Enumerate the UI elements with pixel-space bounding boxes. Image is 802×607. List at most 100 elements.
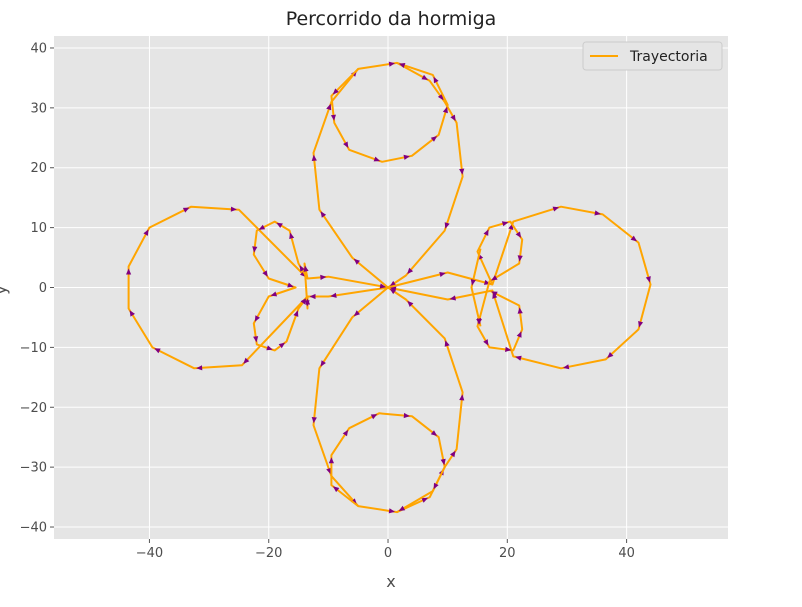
direction-arrow: [129, 310, 135, 317]
direction-arrow: [645, 276, 651, 283]
direction-arrow: [607, 352, 614, 358]
direction-arrow: [388, 61, 395, 67]
direction-arrow: [407, 267, 414, 274]
direction-arrow: [483, 229, 489, 236]
trajectory-line: [312, 286, 464, 514]
direction-arrow: [501, 221, 509, 227]
direction-arrow: [439, 272, 446, 277]
direction-arrow: [449, 295, 456, 301]
direction-arrow: [258, 224, 266, 230]
direction-arrow: [326, 103, 332, 111]
direction-arrow: [304, 298, 311, 305]
direction-arrow: [276, 222, 283, 228]
direction-arrow: [299, 265, 305, 272]
legend-box: [582, 41, 723, 71]
direction-arrow: [243, 357, 250, 364]
direction-arrow: [154, 348, 161, 354]
direction-arrow: [444, 222, 450, 229]
y-tick-label: 20: [30, 161, 47, 176]
y-tick-label: −40: [20, 521, 47, 536]
direction-arrow: [459, 168, 465, 175]
trajectory-line: [476, 220, 524, 352]
direction-arrow: [311, 154, 317, 161]
direction-arrow: [398, 505, 406, 511]
y-tick-label: 40: [30, 41, 47, 56]
direction-arrow: [403, 412, 410, 419]
direction-arrow: [515, 231, 522, 238]
direction-arrow: [373, 156, 381, 162]
direction-arrow: [515, 355, 522, 361]
direction-arrow: [143, 229, 149, 236]
trajectory-line: [127, 205, 389, 370]
direction-arrow: [630, 235, 637, 242]
direction-arrow: [332, 88, 339, 95]
direction-arrow: [517, 307, 523, 314]
direction-arrow: [230, 206, 237, 212]
direction-arrow: [332, 486, 340, 493]
direction-arrow: [450, 450, 456, 458]
direction-arrow: [289, 232, 295, 239]
direction-arrow: [421, 497, 428, 503]
trajectory-line: [387, 205, 652, 370]
direction-arrow: [563, 364, 570, 370]
direction-arrow: [430, 430, 438, 436]
direction-arrow: [278, 342, 285, 349]
direction-arrow: [328, 457, 334, 464]
x-axis-label: x: [386, 572, 395, 591]
direction-arrow: [470, 279, 476, 286]
direction-arrow: [311, 417, 317, 424]
direction-arrow: [330, 114, 336, 121]
direction-arrow: [320, 274, 327, 280]
y-tick-label: −20: [20, 401, 47, 416]
direction-arrow: [440, 458, 446, 466]
direction-arrow: [182, 207, 190, 213]
direction-arrow: [516, 331, 522, 338]
trajectory-line: [330, 412, 446, 513]
direction-arrow: [407, 300, 414, 307]
direction-arrow: [450, 114, 456, 122]
direction-arrow: [252, 246, 258, 253]
direction-arrow: [287, 282, 294, 288]
chart-title: Percorrido da hormiga: [286, 8, 497, 30]
direction-arrow: [552, 206, 560, 212]
direction-arrow: [444, 340, 450, 347]
direction-arrow: [505, 346, 512, 352]
legend-entry-trayectoria: Trayectoria: [629, 49, 708, 65]
ticks: −40 −20 0 20 40 −40 −30 −20 −10 0 10 20 30 40: [20, 41, 635, 561]
direction-arrow: [370, 414, 378, 420]
direction-arrow: [442, 106, 448, 114]
direction-arrow: [300, 298, 307, 305]
direction-arrow: [303, 265, 309, 272]
direction-arrow: [388, 508, 395, 514]
direction-arrow: [476, 318, 482, 325]
legend: Trayectoria: [582, 41, 723, 71]
direction-arrow: [491, 291, 498, 297]
direction-arrow: [403, 154, 410, 160]
direction-arrow: [433, 76, 439, 84]
direction-arrow: [342, 429, 349, 437]
direction-arrow: [430, 136, 438, 142]
direction-arrow: [343, 141, 349, 148]
direction-arrow: [594, 210, 601, 216]
series-layer: [126, 61, 652, 514]
y-tick-label: −10: [20, 341, 47, 356]
direction-arrow: [353, 310, 360, 317]
direction-arrow: [320, 360, 326, 367]
direction-arrow: [421, 74, 428, 80]
direction-arrow: [483, 339, 489, 346]
x-tick-label: 40: [618, 546, 635, 561]
direction-arrow: [330, 292, 337, 298]
direction-arrow: [326, 467, 332, 475]
y-tick-label: 30: [30, 101, 47, 116]
direction-arrow: [398, 63, 406, 68]
x-tick-label: −40: [136, 546, 163, 561]
trajectory-line: [330, 61, 449, 163]
direction-arrow: [517, 255, 523, 262]
direction-arrow: [379, 283, 386, 289]
y-tick-label: 0: [39, 281, 47, 296]
direction-arrow: [126, 268, 132, 275]
direction-arrow: [253, 336, 259, 343]
trajectory-line: [312, 61, 464, 289]
direction-arrow: [254, 315, 260, 322]
